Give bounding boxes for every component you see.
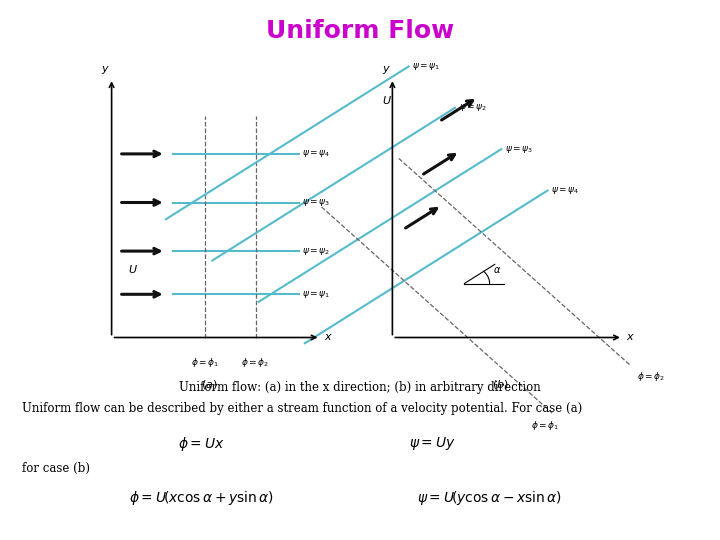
Text: $\phi = \phi_1$: $\phi = \phi_1$ — [191, 356, 220, 369]
Text: Uniform Flow: Uniform Flow — [266, 19, 454, 43]
Text: $U$: $U$ — [382, 94, 392, 106]
Text: $\phi = \phi_2$: $\phi = \phi_2$ — [637, 370, 665, 383]
Text: $\alpha$: $\alpha$ — [493, 265, 502, 275]
Text: $\psi = \psi_2$: $\psi = \psi_2$ — [459, 102, 487, 113]
Text: $\psi = \psi_3$: $\psi = \psi_3$ — [505, 144, 534, 154]
Text: Uniform flow can be described by either a stream function of a velocity potentia: Uniform flow can be described by either … — [22, 402, 582, 415]
Text: $\psi = \psi_4$: $\psi = \psi_4$ — [302, 148, 331, 159]
Text: $(a)$: $(a)$ — [200, 378, 217, 391]
Text: $x$: $x$ — [626, 333, 635, 342]
Text: $\psi = Uy$: $\psi = Uy$ — [409, 435, 455, 451]
Text: $\psi = \psi_1$: $\psi = \psi_1$ — [413, 61, 441, 72]
Text: $\psi = \psi_4$: $\psi = \psi_4$ — [551, 185, 580, 196]
Text: $\phi = Ux$: $\phi = Ux$ — [179, 435, 225, 453]
Text: $y$: $y$ — [382, 64, 391, 76]
Text: $\phi = \phi_1$: $\phi = \phi_1$ — [531, 418, 559, 431]
Text: $\psi = U\!\left(y\cos\alpha - x\sin\alpha\right)$: $\psi = U\!\left(y\cos\alpha - x\sin\alp… — [417, 489, 562, 507]
Text: $x$: $x$ — [324, 333, 333, 342]
Text: $\psi = \psi_2$: $\psi = \psi_2$ — [302, 246, 330, 256]
Text: Uniform flow: (a) in the x direction; (b) in arbitrary direction: Uniform flow: (a) in the x direction; (b… — [179, 381, 541, 394]
Text: $y$: $y$ — [102, 64, 110, 76]
Text: $(b)$: $(b)$ — [492, 378, 509, 391]
Text: for case (b): for case (b) — [22, 462, 89, 475]
Text: $\psi = \psi_1$: $\psi = \psi_1$ — [302, 289, 330, 300]
Text: $\psi = \psi_3$: $\psi = \psi_3$ — [302, 197, 330, 208]
Text: $\phi = U\!\left(x\cos\alpha + y\sin\alpha\right)$: $\phi = U\!\left(x\cos\alpha + y\sin\alp… — [129, 489, 274, 507]
Text: $U$: $U$ — [128, 264, 138, 275]
Text: $\phi = \phi_2$: $\phi = \phi_2$ — [241, 356, 270, 369]
